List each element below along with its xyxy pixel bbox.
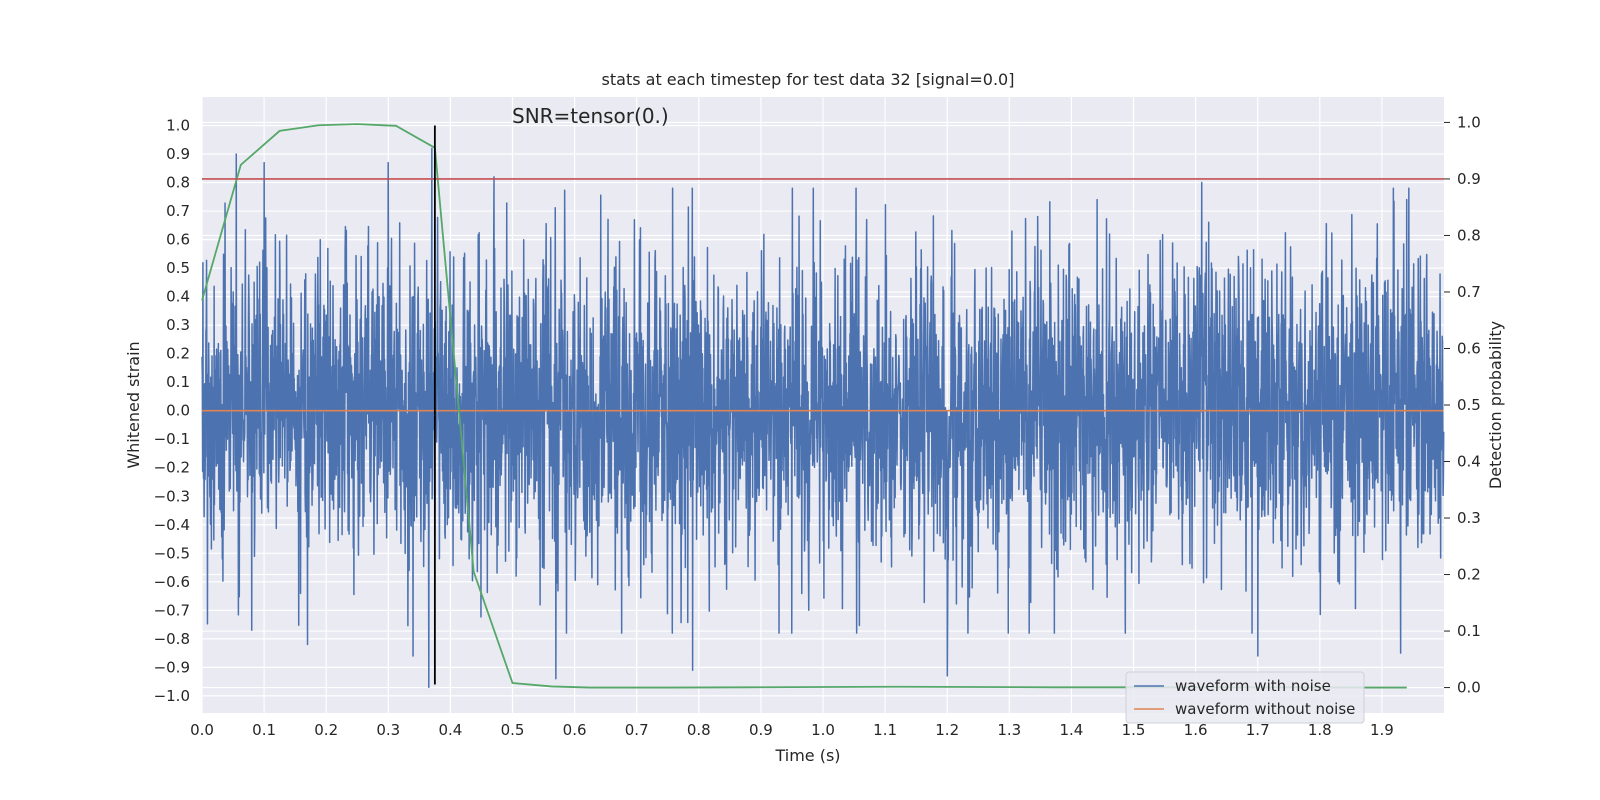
y-tick-label-left: −0.4 bbox=[154, 516, 190, 534]
chart-title: stats at each timestep for test data 32 … bbox=[602, 70, 1015, 89]
y-tick-label-right: 0.9 bbox=[1457, 170, 1481, 188]
y-axis-label-right: Detection probability bbox=[1486, 321, 1505, 489]
x-tick-label: 0.7 bbox=[625, 721, 649, 739]
y-tick-label-left: 0.8 bbox=[166, 174, 190, 192]
legend-box bbox=[1125, 671, 1365, 724]
x-tick-label: 0.2 bbox=[314, 721, 338, 739]
x-tick-label: 0.6 bbox=[563, 721, 587, 739]
y-tick-label-left: −0.7 bbox=[154, 601, 190, 619]
x-tick-label: 1.7 bbox=[1246, 721, 1270, 739]
y-tick-label-left: 0.9 bbox=[166, 145, 190, 163]
x-tick-label: 1.9 bbox=[1370, 721, 1394, 739]
x-tick-label: 1.3 bbox=[997, 721, 1021, 739]
y-tick-label-left: −0.6 bbox=[154, 573, 190, 591]
x-tick-label: 1.1 bbox=[873, 721, 897, 739]
legend: waveform with noise waveform without noi… bbox=[1125, 671, 1365, 724]
y-tick-label-right: 0.2 bbox=[1457, 566, 1481, 584]
y-tick-label-right: 0.4 bbox=[1457, 453, 1481, 471]
x-tick-labels: 0.0 0.1 0.2 0.3 0.4 0.5 0.6 0.7 0.8 0.9 1.0 1.1 1.2 1… bbox=[190, 721, 1394, 739]
y-tick-label-left: 0.1 bbox=[166, 373, 190, 391]
y-tick-label-left: −0.1 bbox=[154, 430, 190, 448]
y-tick-label-left: 0.3 bbox=[166, 316, 190, 334]
y-tick-label-left: 1.0 bbox=[166, 117, 190, 135]
y-tick-label-left: −0.9 bbox=[154, 658, 190, 676]
x-axis-label: Time (s) bbox=[774, 746, 840, 765]
y-tick-labels-right: 1.0 0.9 0.8 0.7 0.6 0.5 0.4 0.3 0.2 0.1 0.0 bbox=[1444, 113, 1481, 697]
legend-label-clean: waveform without noise bbox=[1175, 700, 1355, 718]
x-tick-label: 0.9 bbox=[749, 721, 773, 739]
y-tick-label-right: 0.5 bbox=[1457, 396, 1481, 414]
x-tick-label: 0.5 bbox=[501, 721, 525, 739]
x-tick-label: 1.5 bbox=[1122, 721, 1146, 739]
y-tick-label-left: 0.6 bbox=[166, 231, 190, 249]
y-tick-label-right: 0.7 bbox=[1457, 283, 1481, 301]
y-tick-label-right: 0.8 bbox=[1457, 226, 1481, 244]
y-tick-label-left: −0.5 bbox=[154, 544, 190, 562]
y-tick-label-left: 0.0 bbox=[166, 402, 190, 420]
y-tick-label-right: 1.0 bbox=[1457, 113, 1481, 131]
x-tick-label: 1.2 bbox=[935, 721, 959, 739]
y-tick-label-left: −1.0 bbox=[154, 687, 190, 705]
x-tick-label: 1.8 bbox=[1308, 721, 1332, 739]
x-tick-label: 0.0 bbox=[190, 721, 214, 739]
x-tick-label: 0.3 bbox=[376, 721, 400, 739]
x-tick-label: 1.6 bbox=[1184, 721, 1208, 739]
series-layer bbox=[201, 147, 1445, 689]
y-tick-labels-left: 1.0 0.9 0.8 0.7 0.6 0.5 0.4 0.3 0.2 0.1 0.0 −0.1 −0.… bbox=[154, 117, 190, 705]
y-tick-label-left: 0.2 bbox=[166, 345, 190, 363]
y-tick-label-left: 0.5 bbox=[166, 259, 190, 277]
y-tick-label-right: 0.3 bbox=[1457, 509, 1481, 527]
y-axis-label-left: Whitened strain bbox=[124, 341, 143, 468]
y-tick-label-left: −0.2 bbox=[154, 459, 190, 477]
x-tick-label: 1.0 bbox=[811, 721, 835, 739]
y-tick-label-right: 0.1 bbox=[1457, 622, 1481, 640]
y-tick-label-right: 0.0 bbox=[1457, 679, 1481, 697]
series-waveform-with-noise bbox=[201, 147, 1445, 689]
x-tick-label: 0.4 bbox=[438, 721, 462, 739]
y-tick-label-right: 0.6 bbox=[1457, 339, 1481, 357]
y-tick-label-left: 0.7 bbox=[166, 202, 190, 220]
y-tick-label-left: −0.3 bbox=[154, 487, 190, 505]
y-tick-label-left: 0.4 bbox=[166, 288, 190, 306]
x-tick-label: 0.8 bbox=[687, 721, 711, 739]
legend-label-noisy: waveform with noise bbox=[1175, 677, 1331, 695]
x-tick-label: 1.4 bbox=[1059, 721, 1083, 739]
snr-annotation: SNR=tensor(0.) bbox=[512, 104, 669, 128]
x-tick-label: 0.1 bbox=[252, 721, 276, 739]
y-tick-label-left: −0.8 bbox=[154, 630, 190, 648]
